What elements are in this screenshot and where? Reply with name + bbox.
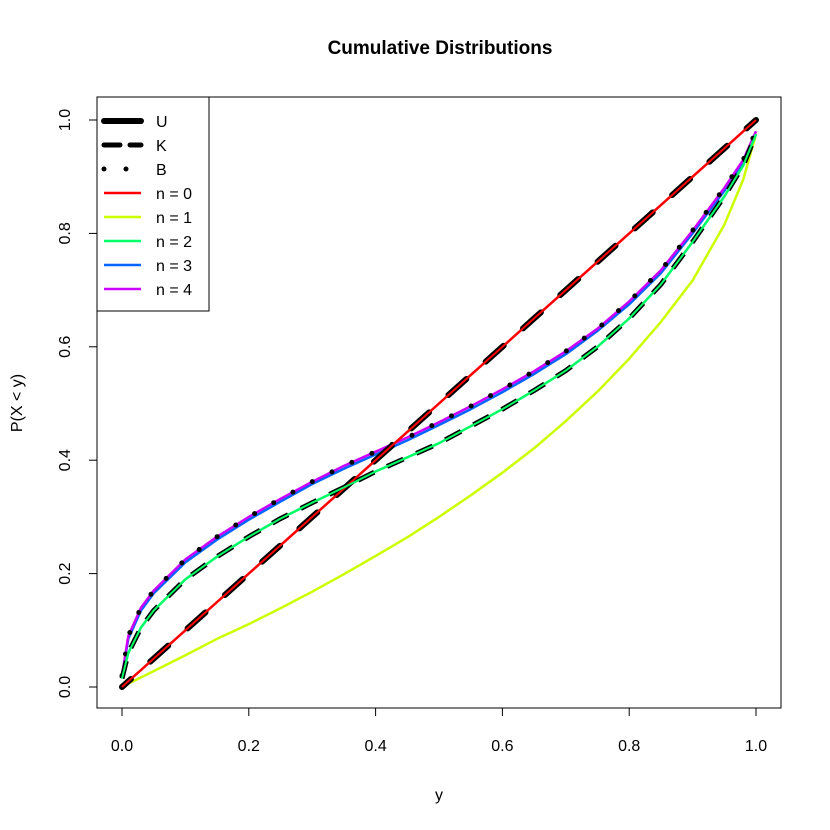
chart-title: Cumulative Distributions (328, 38, 553, 59)
axes: 0.0 0.2 0.4 0.6 0.8 1.0 0.0 0.2 0.4 0.6 0.8 1.0 (57, 109, 767, 755)
x-tick-label: 1.0 (745, 738, 767, 755)
x-axis-label: y (435, 787, 443, 804)
y-tick-label: 0.0 (57, 676, 74, 698)
series-line-n-1 (121, 133, 758, 689)
legend-label-n-3: n = 3 (156, 258, 192, 275)
legend-label-u: U (156, 114, 168, 131)
series-line-top-n-0 (121, 119, 757, 688)
series-line-n-2 (120, 133, 758, 679)
y-tick-label: 0.2 (57, 562, 74, 584)
plot-lines (119, 117, 759, 690)
legend-label-n-2: n = 2 (156, 234, 192, 251)
legend-label-n-0: n = 0 (156, 186, 192, 203)
x-tick-label: 0.2 (238, 738, 260, 755)
y-axis-label: P(X < y) (9, 374, 26, 432)
x-tick-label: 0.8 (618, 738, 640, 755)
legend-box (96, 96, 210, 312)
y-tick-label: 1.0 (57, 109, 74, 131)
overlay-line-b (119, 128, 759, 679)
y-tick-label: 0.6 (57, 336, 74, 358)
y-tick-label: 0.4 (57, 449, 74, 471)
legend-label-n-1: n = 1 (156, 210, 192, 227)
x-tick-label: 0.0 (111, 738, 133, 755)
y-tick-label: 0.8 (57, 222, 74, 244)
legend-label-n-4: n = 4 (156, 282, 192, 299)
x-tick-label: 0.6 (491, 738, 513, 755)
overlay-line-k (119, 133, 759, 680)
legend-label-k: K (156, 138, 167, 155)
x-tick-label: 0.4 (364, 738, 386, 755)
legend-label-b: B (156, 162, 167, 179)
series-line-top-n-2 (121, 133, 757, 679)
